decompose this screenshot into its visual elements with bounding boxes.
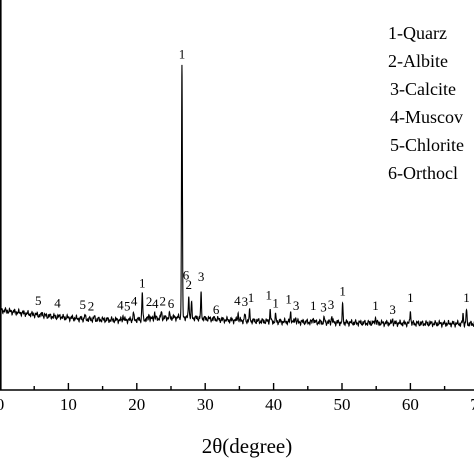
peak-label: 1 — [179, 46, 186, 61]
peak-label: 6 — [183, 268, 190, 283]
peak-label: 1 — [372, 298, 379, 313]
x-tick-label: 30 — [197, 395, 214, 414]
peak-label: 2 — [88, 299, 95, 314]
peak-label: 3 — [389, 302, 396, 317]
x-tick-label: 0 — [0, 395, 4, 414]
peak-label: 1 — [310, 298, 317, 313]
x-tick-label: 50 — [334, 395, 351, 414]
peak-label: 3 — [293, 298, 300, 313]
trace-layer — [0, 64, 474, 329]
x-axis-title: 2θ(degree) — [202, 434, 293, 458]
peak-label: 2 — [160, 293, 167, 308]
peak-label: 4 — [234, 293, 241, 308]
peak-label: 5 — [35, 293, 42, 308]
peak-label: 4 — [152, 296, 159, 311]
x-tick-label: 20 — [128, 395, 145, 414]
x-tick-label: 40 — [265, 395, 282, 414]
legend-entry: 3-Calcite — [390, 79, 456, 99]
peak-label: 5 — [80, 297, 87, 312]
tick-layer: 0 10 20 30 40 50 60 70 — [0, 383, 474, 414]
peak-label: 1 — [339, 284, 346, 299]
peak-label: 6 — [213, 302, 220, 317]
legend: 1-Quarz 2-Albite 3-Calcite 4-Muscov 5-Chlori… — [388, 23, 464, 183]
peak-label: 1 — [272, 295, 279, 310]
plot-frame — [0, 0, 474, 391]
legend-entry: 2-Albite — [388, 51, 448, 71]
peak-label: 4 — [131, 293, 138, 308]
peak-label: 4 — [117, 297, 124, 312]
x-tick-label: 70 — [470, 395, 474, 414]
legend-entry: 4-Muscov — [390, 107, 463, 127]
peak-label: 3 — [198, 269, 205, 284]
peak-label: 1 — [463, 290, 470, 305]
x-tick-label: 10 — [60, 395, 77, 414]
peak-label: 1 — [285, 292, 292, 307]
peak-label: 6 — [168, 296, 175, 311]
peak-label: 1 — [139, 276, 146, 291]
legend-entry: 1-Quarz — [388, 23, 447, 43]
legend-entry: 5-Chlorite — [390, 135, 464, 155]
peak-label: 2 — [186, 277, 193, 292]
peak-label: 3 — [328, 297, 335, 312]
x-tick-label: 60 — [402, 395, 419, 414]
peak-label: 5 — [124, 299, 131, 314]
peak-label: 3 — [242, 294, 249, 309]
peak-label: 2 — [146, 294, 153, 309]
peak-label: 4 — [54, 295, 61, 310]
peak-label: 3 — [320, 299, 327, 314]
peak-label: 1 — [407, 290, 414, 305]
xrd-trace — [0, 64, 474, 329]
peak-label: 1 — [248, 290, 255, 305]
peak-label: 1 — [266, 288, 273, 303]
legend-entry: 6-Orthocl — [388, 163, 458, 183]
